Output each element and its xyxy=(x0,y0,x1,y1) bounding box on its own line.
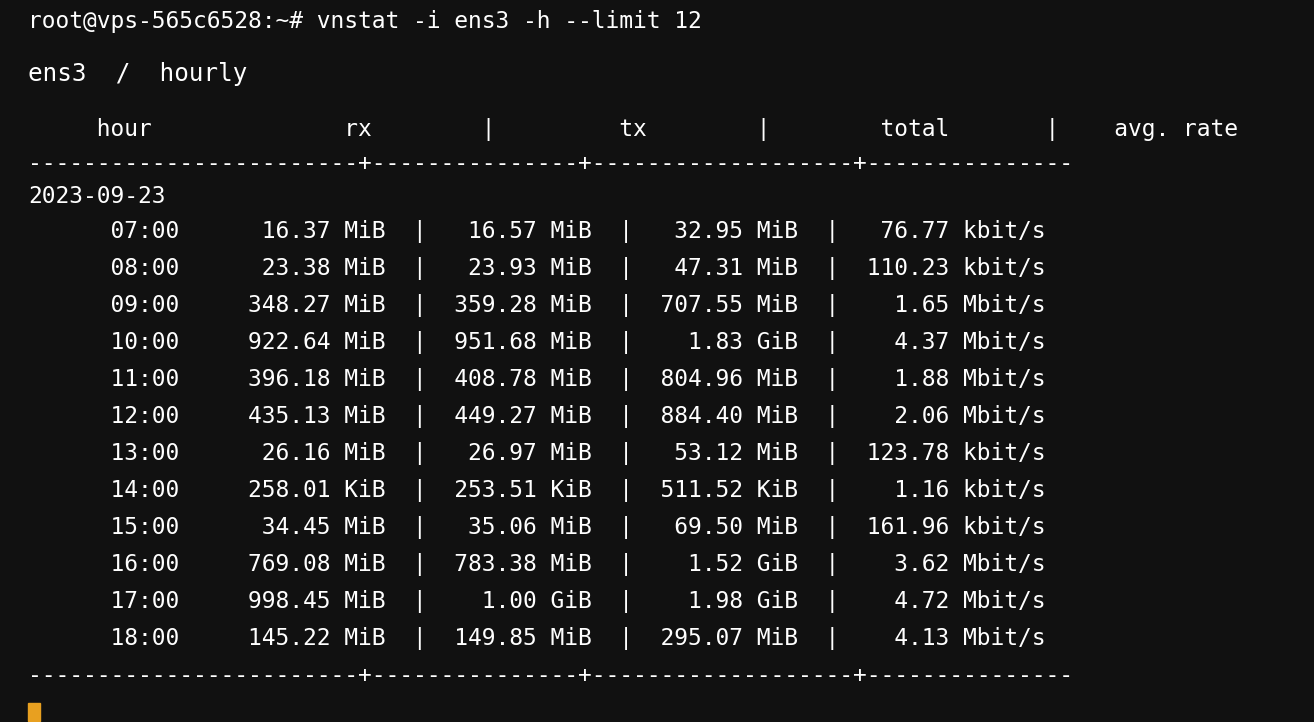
Text: 09:00     348.27 MiB  |  359.28 MiB  |  707.55 MiB  |    1.65 Mbit/s: 09:00 348.27 MiB | 359.28 MiB | 707.55 M… xyxy=(28,294,1046,317)
Text: root@vps-565c6528:~# vnstat -i ens3 -h --limit 12: root@vps-565c6528:~# vnstat -i ens3 -h -… xyxy=(28,10,702,33)
Text: hour              rx        |         tx        |        total       |    avg. r: hour rx | tx | total | avg. r xyxy=(28,118,1238,141)
Text: ------------------------+---------------+-------------------+---------------: ------------------------+---------------… xyxy=(28,664,1074,687)
Text: 08:00      23.38 MiB  |   23.93 MiB  |   47.31 MiB  |  110.23 kbit/s: 08:00 23.38 MiB | 23.93 MiB | 47.31 MiB … xyxy=(28,257,1046,280)
Text: ------------------------+---------------+-------------------+---------------: ------------------------+---------------… xyxy=(28,152,1074,175)
Text: 16:00     769.08 MiB  |  783.38 MiB  |    1.52 GiB  |    3.62 Mbit/s: 16:00 769.08 MiB | 783.38 MiB | 1.52 GiB… xyxy=(28,553,1046,576)
Text: 13:00      26.16 MiB  |   26.97 MiB  |   53.12 MiB  |  123.78 kbit/s: 13:00 26.16 MiB | 26.97 MiB | 53.12 MiB … xyxy=(28,442,1046,465)
Text: 12:00     435.13 MiB  |  449.27 MiB  |  884.40 MiB  |    2.06 Mbit/s: 12:00 435.13 MiB | 449.27 MiB | 884.40 M… xyxy=(28,405,1046,428)
Bar xyxy=(28,703,39,721)
Text: ens3  /  hourly: ens3 / hourly xyxy=(28,62,247,86)
Text: 14:00     258.01 KiB  |  253.51 KiB  |  511.52 KiB  |    1.16 kbit/s: 14:00 258.01 KiB | 253.51 KiB | 511.52 K… xyxy=(28,479,1046,502)
Text: 11:00     396.18 MiB  |  408.78 MiB  |  804.96 MiB  |    1.88 Mbit/s: 11:00 396.18 MiB | 408.78 MiB | 804.96 M… xyxy=(28,368,1046,391)
Text: 17:00     998.45 MiB  |    1.00 GiB  |    1.98 GiB  |    4.72 Mbit/s: 17:00 998.45 MiB | 1.00 GiB | 1.98 GiB |… xyxy=(28,590,1046,613)
Text: 10:00     922.64 MiB  |  951.68 MiB  |    1.83 GiB  |    4.37 Mbit/s: 10:00 922.64 MiB | 951.68 MiB | 1.83 GiB… xyxy=(28,331,1046,354)
Text: 07:00      16.37 MiB  |   16.57 MiB  |   32.95 MiB  |   76.77 kbit/s: 07:00 16.37 MiB | 16.57 MiB | 32.95 MiB … xyxy=(28,220,1046,243)
Text: 15:00      34.45 MiB  |   35.06 MiB  |   69.50 MiB  |  161.96 kbit/s: 15:00 34.45 MiB | 35.06 MiB | 69.50 MiB … xyxy=(28,516,1046,539)
Text: 2023-09-23: 2023-09-23 xyxy=(28,185,166,208)
Text: 18:00     145.22 MiB  |  149.85 MiB  |  295.07 MiB  |    4.13 Mbit/s: 18:00 145.22 MiB | 149.85 MiB | 295.07 M… xyxy=(28,627,1046,650)
